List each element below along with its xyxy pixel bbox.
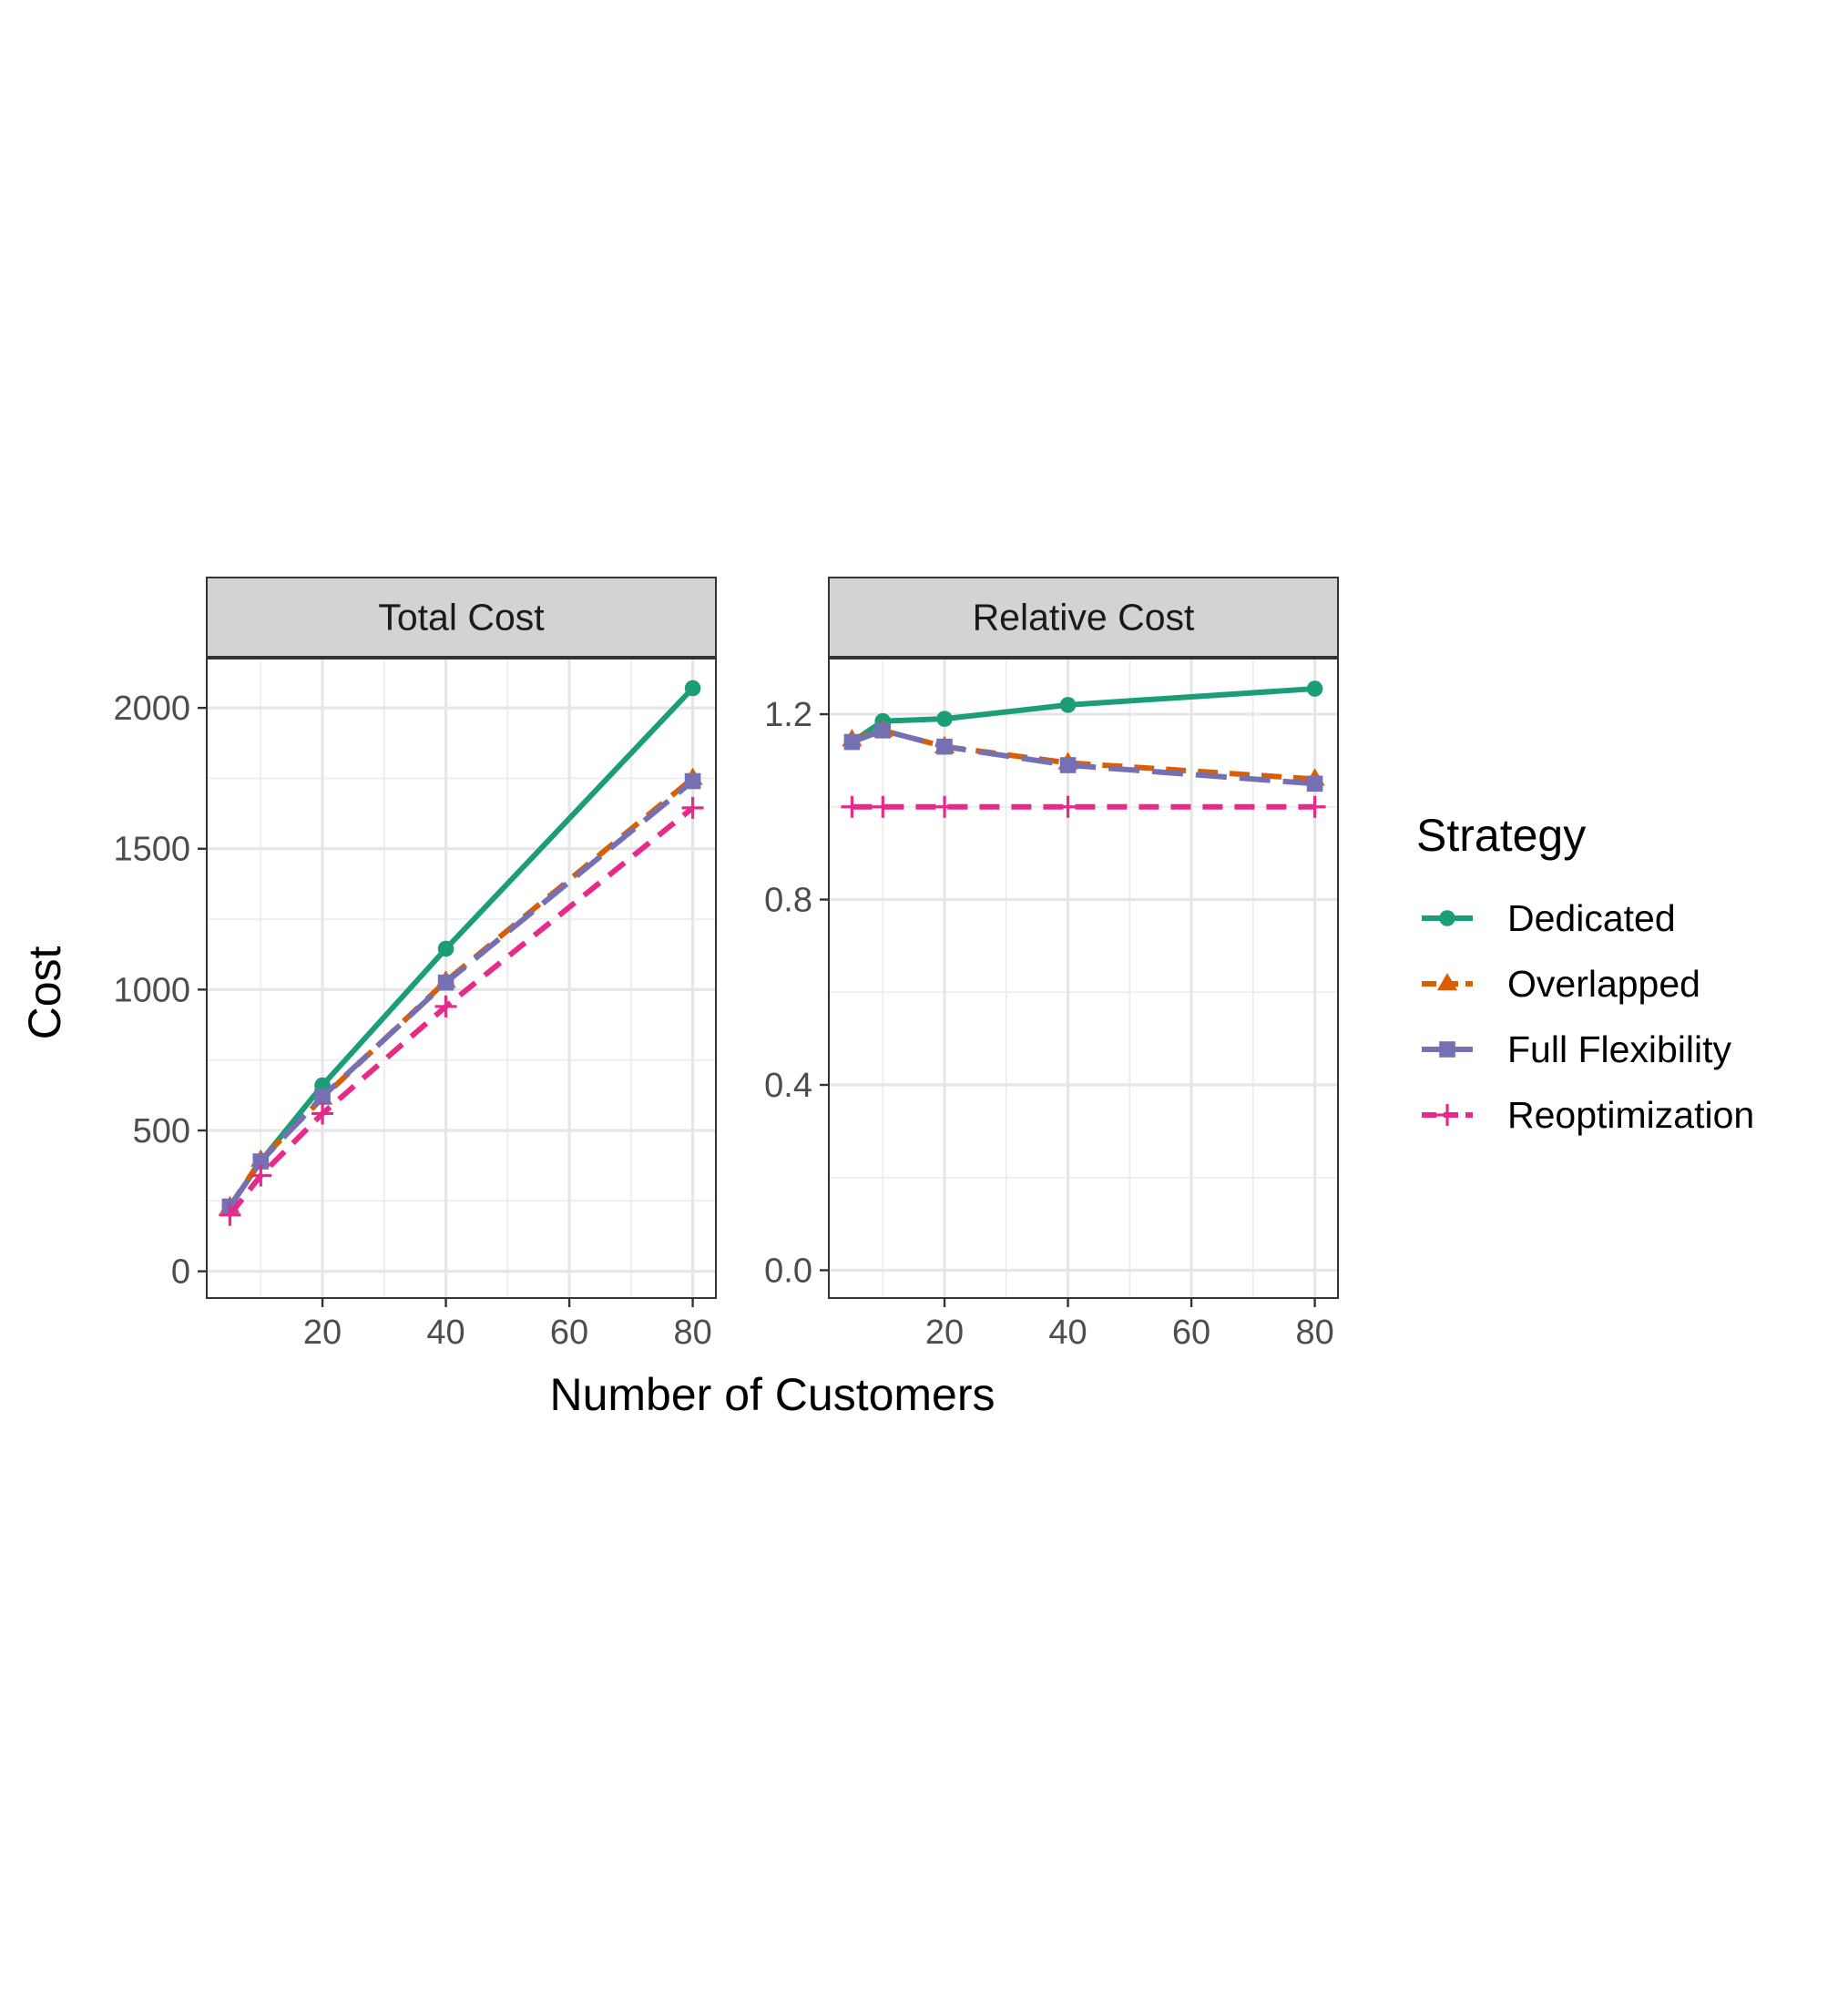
data-point bbox=[314, 1089, 331, 1105]
legend-label: Overlapped bbox=[1507, 963, 1700, 1005]
y-tick-label: 1.2 bbox=[764, 696, 812, 734]
data-point bbox=[934, 795, 956, 818]
data-point bbox=[252, 1153, 270, 1170]
data-point bbox=[437, 974, 454, 991]
x-tick-label: 40 bbox=[1048, 1314, 1087, 1352]
y-tick-label: 1500 bbox=[113, 831, 190, 869]
x-axis-title: Number of Customers bbox=[549, 1369, 995, 1420]
data-point bbox=[1059, 697, 1077, 713]
panel-border bbox=[206, 658, 717, 1299]
x-tick-label: 80 bbox=[673, 1314, 711, 1352]
y-tick-label: 2000 bbox=[113, 690, 190, 728]
x-tick-label: 60 bbox=[1172, 1314, 1210, 1352]
legend-item: Reoptimization bbox=[1422, 1094, 1754, 1136]
data-point bbox=[843, 733, 861, 751]
legend-key-marker bbox=[1436, 973, 1458, 991]
y-tick-label: 0 bbox=[171, 1253, 190, 1292]
gridlines bbox=[829, 659, 1338, 1298]
legend-key-marker bbox=[1439, 910, 1455, 926]
y-tick-label: 500 bbox=[133, 1112, 190, 1150]
legend-label: Full Flexibility bbox=[1507, 1028, 1732, 1070]
legend-item: Overlapped bbox=[1422, 963, 1700, 1005]
data-point bbox=[684, 772, 701, 790]
data-point bbox=[1057, 795, 1079, 818]
data-point bbox=[437, 940, 454, 957]
legend-item: Full Flexibility bbox=[1422, 1028, 1732, 1070]
facet-strip bbox=[828, 577, 1339, 658]
x-tick-label: 80 bbox=[1295, 1314, 1333, 1352]
x-tick-label: 20 bbox=[925, 1314, 964, 1352]
facet-strip bbox=[206, 577, 717, 658]
data-point bbox=[1303, 795, 1326, 818]
data-point bbox=[681, 796, 704, 819]
data-point bbox=[684, 680, 701, 697]
data-point bbox=[936, 711, 953, 727]
data-point bbox=[250, 1164, 272, 1187]
data-point bbox=[1306, 680, 1323, 697]
x-tick-label: 40 bbox=[426, 1314, 465, 1352]
y-tick-label: 0.0 bbox=[764, 1252, 812, 1290]
data-point bbox=[874, 722, 892, 739]
plot-area bbox=[207, 659, 716, 1298]
legend-label: Reoptimization bbox=[1507, 1094, 1754, 1136]
plot-area bbox=[829, 659, 1338, 1298]
legend-title: Strategy bbox=[1416, 810, 1586, 861]
x-tick-label: 60 bbox=[550, 1314, 588, 1352]
data-point bbox=[1059, 757, 1077, 773]
axes: 20 40 60 80 0 500 1000 1500 2000 bbox=[113, 690, 711, 1352]
facet-title: Relative Cost bbox=[973, 597, 1195, 639]
panel-1: Total Cost 20 40 60 80 0 500 1000 1500 2000 bbox=[113, 577, 717, 1352]
legend-label: Dedicated bbox=[1507, 897, 1676, 939]
data-point bbox=[219, 1203, 241, 1226]
legend-key-marker bbox=[1436, 1104, 1458, 1126]
series-group bbox=[219, 680, 704, 1226]
y-tick-label: 1000 bbox=[113, 971, 190, 1009]
legend: Strategy Dedicated Overlapped Full Flexibi… bbox=[1416, 810, 1754, 1136]
panel-border bbox=[828, 658, 1339, 1299]
data-point bbox=[841, 795, 863, 818]
y-tick-label: 0.4 bbox=[764, 1067, 812, 1105]
panels: Total Cost 20 40 60 80 0 500 1000 1500 2000 Relati… bbox=[113, 577, 1339, 1352]
legend-item: Dedicated bbox=[1422, 897, 1676, 939]
data-point bbox=[311, 1102, 334, 1125]
data-point bbox=[434, 995, 457, 1017]
axes: 20 40 60 80 0.0 0.4 0.8 1.2 bbox=[764, 696, 1334, 1352]
legend-key-marker bbox=[1439, 1041, 1455, 1058]
series-group bbox=[841, 680, 1326, 818]
y-tick-label: 0.8 bbox=[764, 882, 812, 920]
data-point bbox=[872, 795, 894, 818]
y-axis-title: Cost bbox=[19, 946, 70, 1039]
facet-title: Total Cost bbox=[378, 597, 545, 639]
legend-entries: Dedicated Overlapped Full Flexibility Reopt… bbox=[1422, 897, 1754, 1136]
panel-2: Relative Cost 20 40 60 80 0.0 0.4 0.8 1.2 bbox=[764, 577, 1339, 1352]
data-point bbox=[1306, 775, 1323, 792]
x-tick-label: 20 bbox=[303, 1314, 342, 1352]
data-point bbox=[936, 738, 953, 755]
